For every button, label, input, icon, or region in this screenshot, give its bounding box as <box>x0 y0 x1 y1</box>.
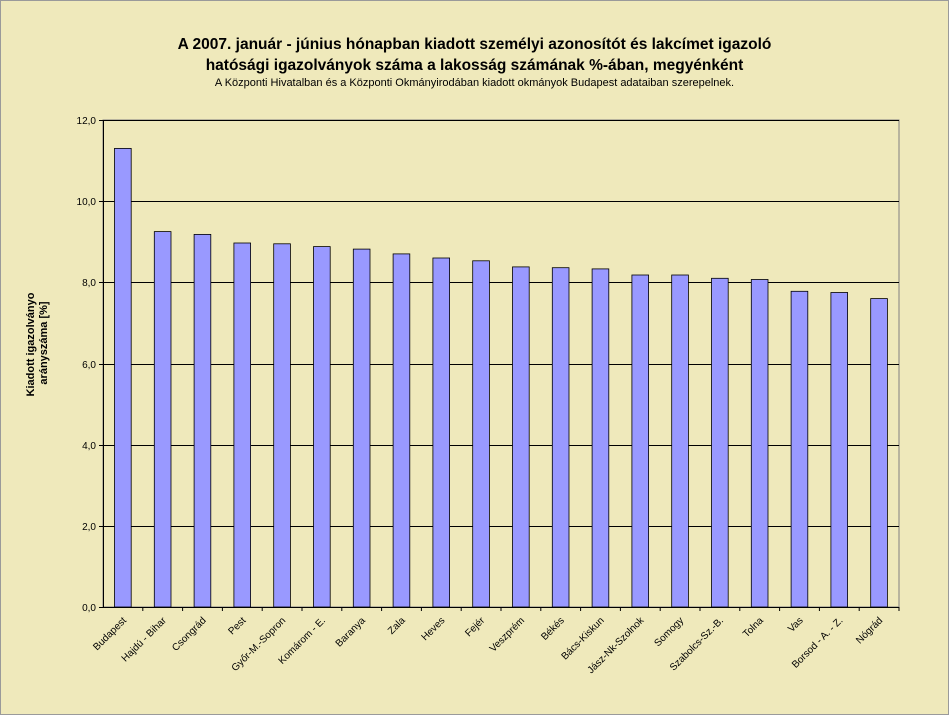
bars <box>114 147 888 608</box>
y-tick-labels: 0,0 2,0 4,0 6,0 8,0 10,0 12,0 <box>77 116 97 614</box>
chart-title-line-1: A 2007. január - június hónapban kiadott… <box>177 36 772 53</box>
bar <box>392 253 411 608</box>
y-tick-label: 8,0 <box>82 278 96 289</box>
x-tick-label: Csongrád <box>170 615 208 653</box>
y-axis-label: Kiadott igazolványo arányszáma [%] <box>25 290 50 397</box>
x-tick-label: Budapest <box>91 615 129 653</box>
y-tick-label: 2,0 <box>82 522 96 533</box>
bar <box>472 260 490 608</box>
y-tick-label: 6,0 <box>82 360 96 371</box>
bar <box>193 233 212 608</box>
x-tick-label: Baranya <box>334 615 368 649</box>
x-tick-label: Veszprém <box>488 615 527 654</box>
bar <box>631 274 650 608</box>
x-tick-label: Fejér <box>463 615 487 639</box>
y-tick-label: 10,0 <box>77 197 97 208</box>
y-tick-label: 4,0 <box>82 441 96 452</box>
y-axis-label-line-1: Kiadott igazolványo <box>25 292 37 396</box>
bar <box>352 248 371 608</box>
bar <box>114 147 132 608</box>
y-tick-label: 0,0 <box>82 603 96 614</box>
bar <box>153 231 172 608</box>
x-tick-label: Tolna <box>741 615 766 640</box>
x-tick-label: Nógrád <box>854 615 885 646</box>
bar <box>551 267 570 608</box>
axes <box>99 120 900 611</box>
bar <box>790 290 809 608</box>
bar <box>750 279 769 608</box>
bar <box>830 292 849 608</box>
x-tick-label: Heves <box>420 615 448 643</box>
bar <box>711 277 729 608</box>
bar <box>870 298 888 608</box>
x-tick-label: Békés <box>539 615 566 642</box>
x-tick-label: Pest <box>226 615 248 637</box>
chart-title: A 2007. január - június hónapban kiadott… <box>0 34 949 76</box>
bar <box>671 274 689 608</box>
bar <box>432 257 450 608</box>
x-tick-label: Zala <box>386 615 408 637</box>
chart-subtitle: A Központi Hivatalban és a Központi Okmá… <box>214 77 735 89</box>
bar <box>512 266 530 608</box>
x-tick-label: Somogy <box>653 615 687 649</box>
chart-title-line-2: hatósági igazolványok száma a lakosság s… <box>205 57 744 74</box>
y-axis-label-line-2: arányszáma [%] <box>38 301 50 384</box>
x-tick-label: Vas <box>786 615 805 634</box>
bar <box>313 246 331 608</box>
bar <box>233 242 251 608</box>
plot-area <box>102 119 900 608</box>
y-tick-label: 12,0 <box>77 116 97 127</box>
bar <box>591 268 610 608</box>
bar <box>273 243 291 608</box>
